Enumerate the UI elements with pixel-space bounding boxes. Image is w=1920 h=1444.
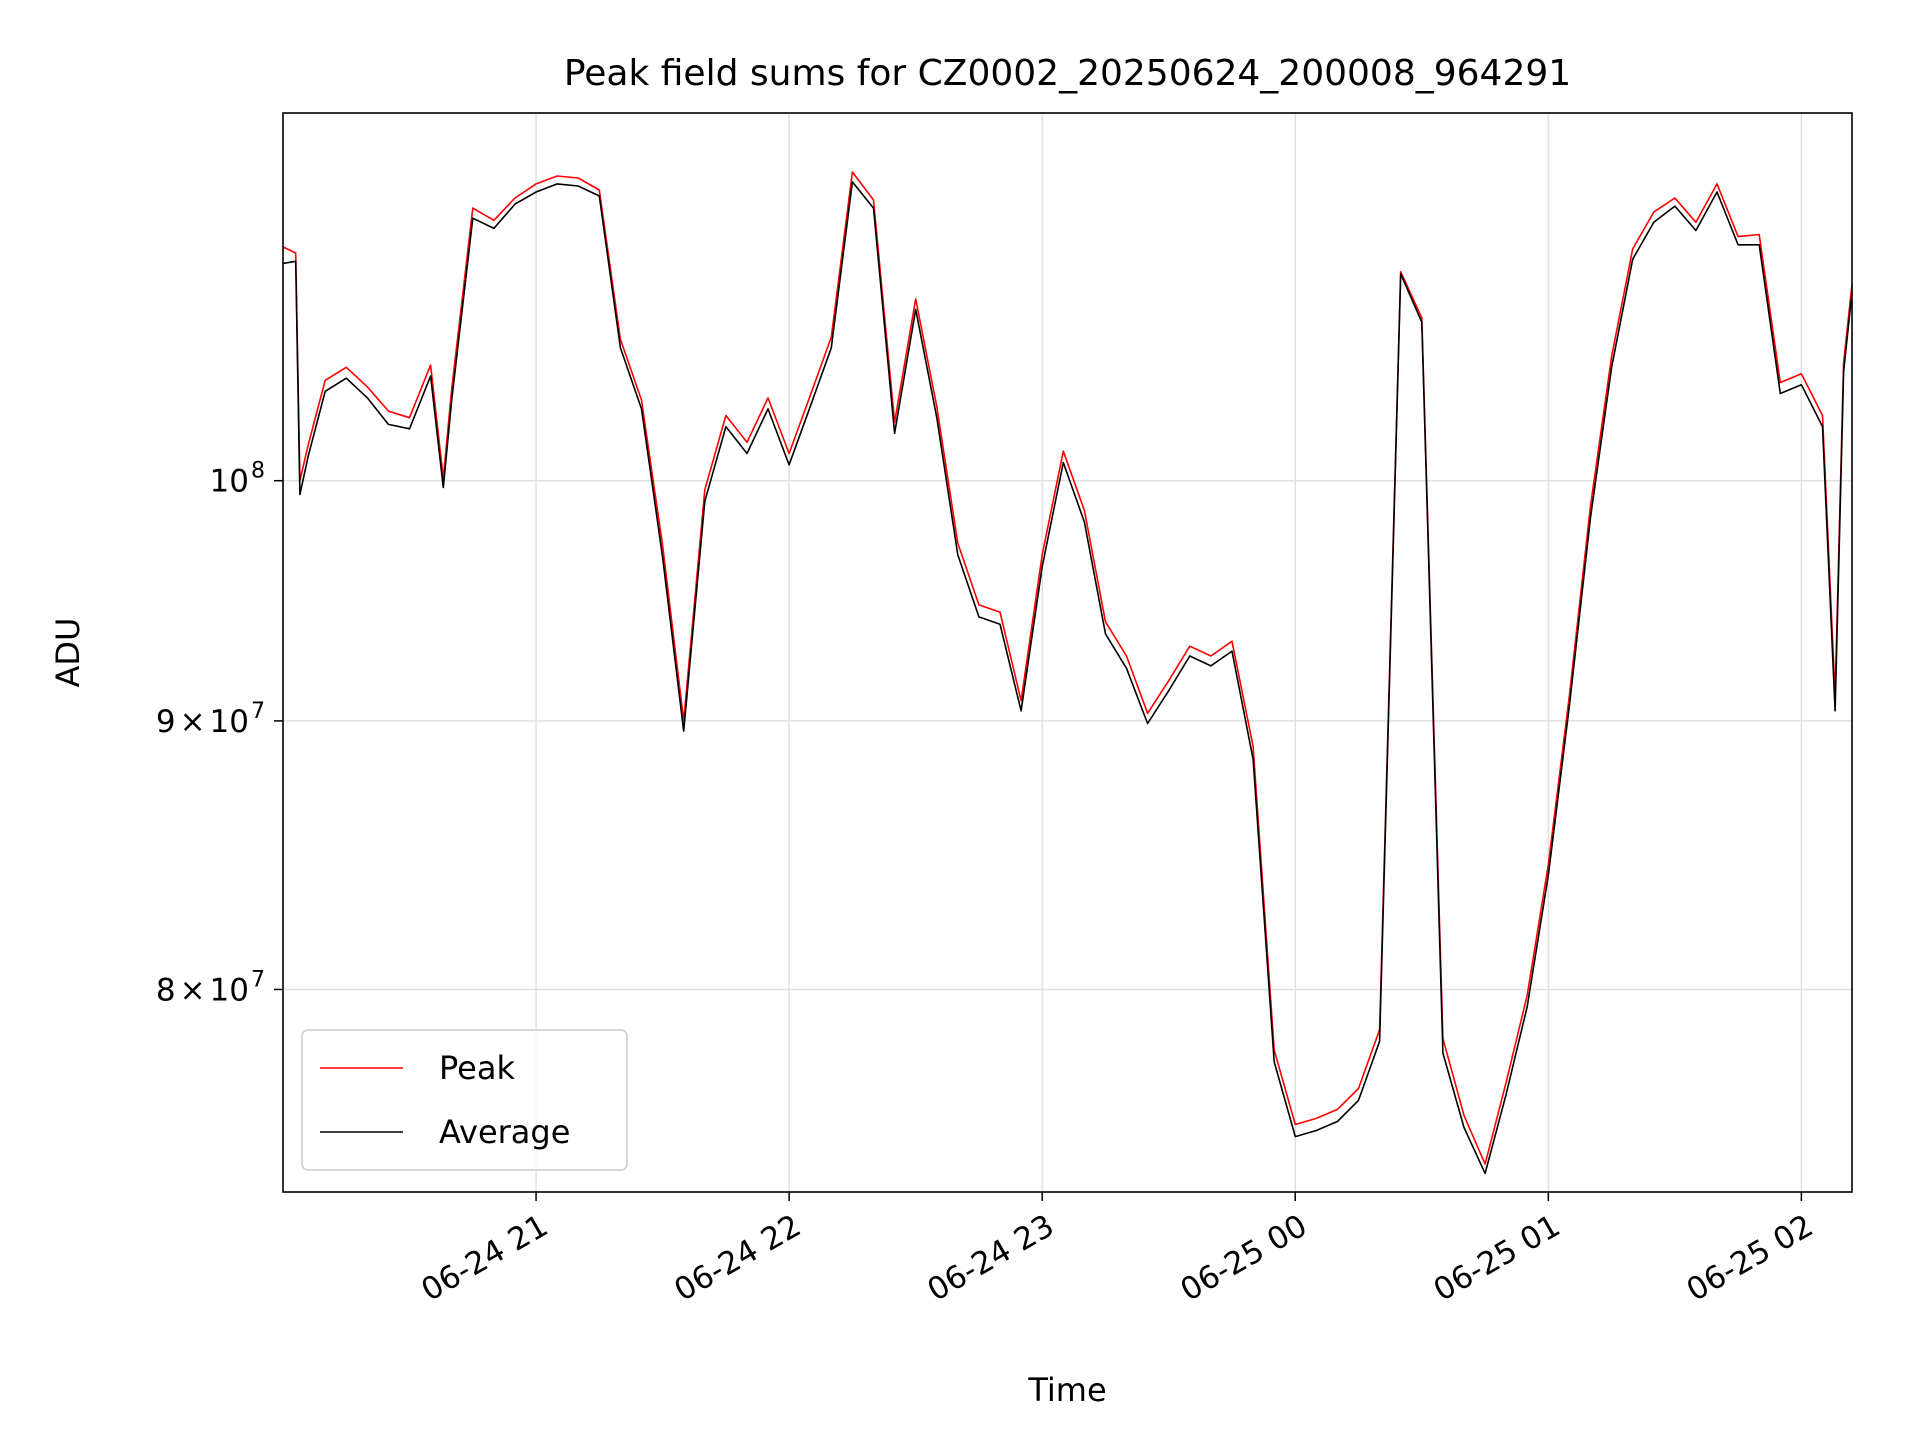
legend-box [301,1029,628,1171]
series-lines [282,171,1853,1175]
y-tick-label: 108 [210,459,265,500]
x-tick-label: 06-25 01 [1428,1208,1567,1309]
y-axis-label: ADU [49,618,87,688]
chart-title: Peak field sums for CZ0002_20250624_2000… [564,53,1571,94]
legend-label: Peak [439,1049,515,1087]
series-line-peak [282,171,1853,1165]
x-tick-label: 06-24 23 [921,1208,1060,1309]
y-axis-ticks: 8 × 107 9 × 107 108 [156,459,283,1008]
x-tick-label: 06-25 02 [1681,1208,1820,1309]
y-tick-label: 9 × 107 [156,699,265,740]
x-axis-label: Time [1027,1371,1106,1409]
grid [283,113,1852,1192]
plot-frame [282,112,1853,1193]
legend-label: Average [439,1113,570,1151]
x-tick-label: 06-25 00 [1175,1208,1314,1309]
series-line-average [282,181,1853,1175]
x-tick-label: 06-24 22 [668,1208,807,1309]
y-tick-label: 8 × 107 [156,967,265,1008]
x-tick-label: 06-24 21 [415,1208,554,1309]
legend: Peak Average [301,1029,628,1171]
x-axis-ticks: 06-24 21 06-24 22 06-24 23 06-25 00 06-25 01… [415,1192,1819,1309]
